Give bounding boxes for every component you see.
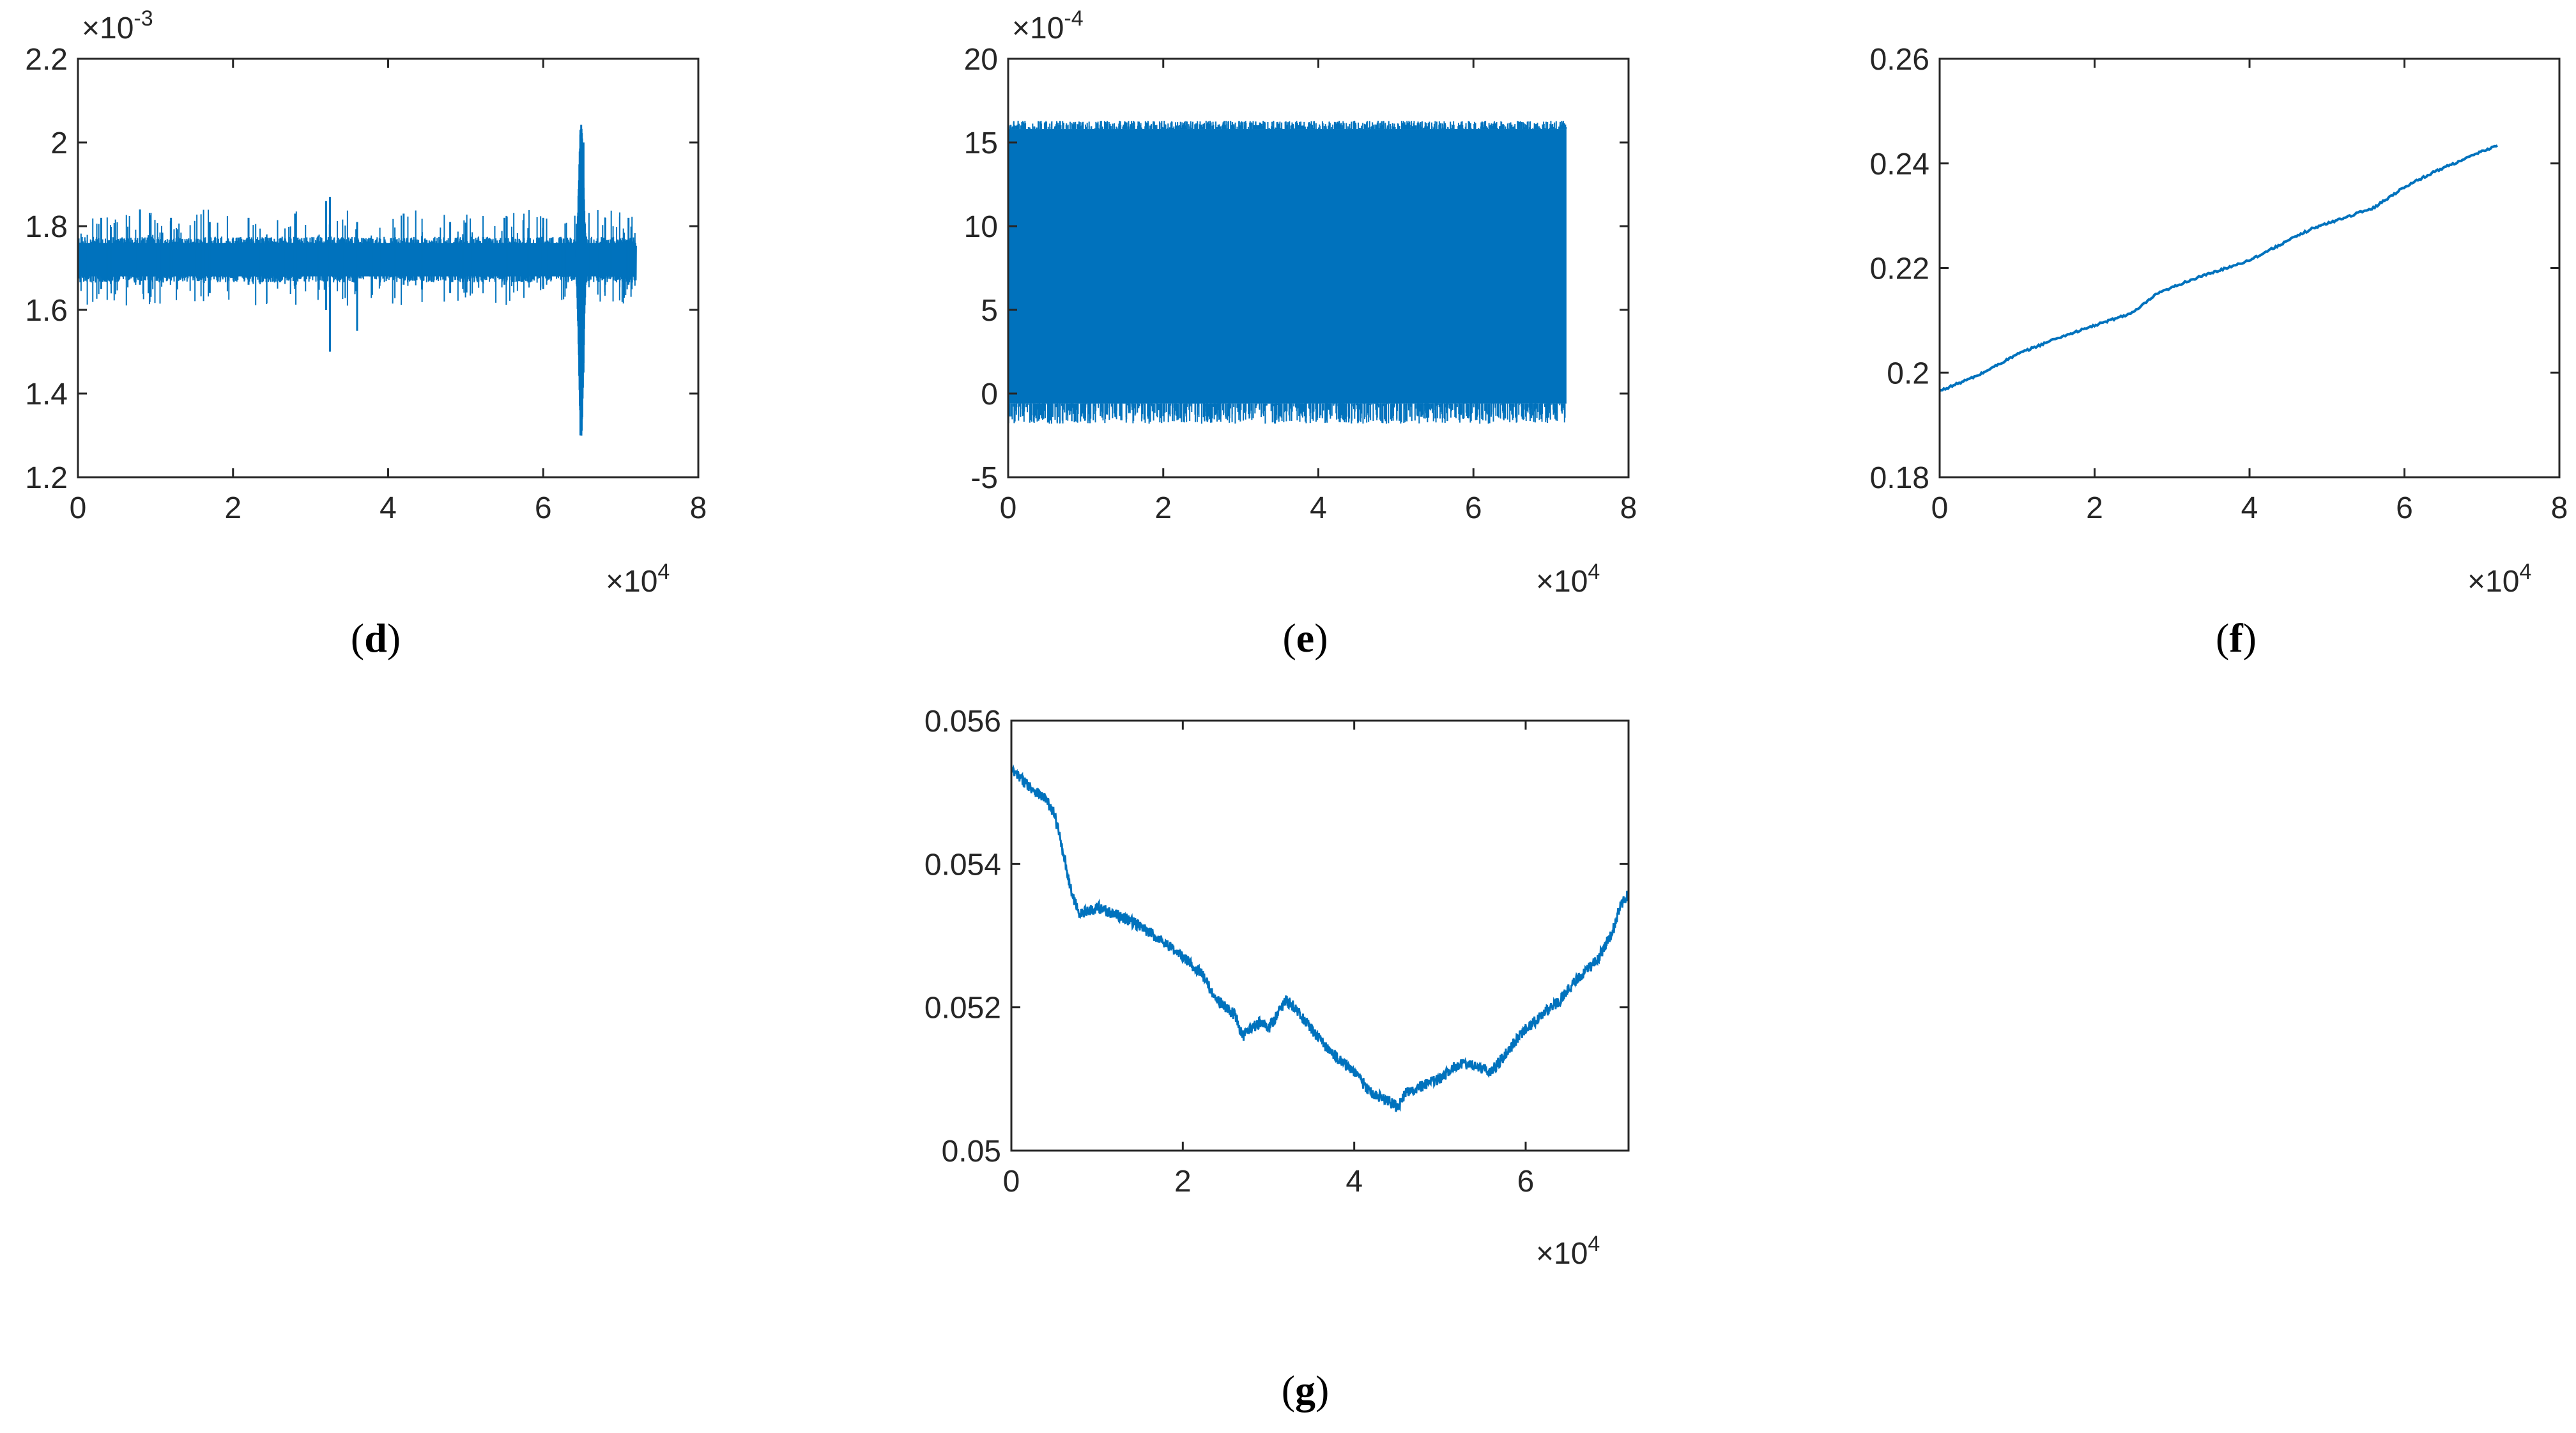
panel-g-y-tick-label: 0.05 [942, 1135, 1001, 1169]
panel-d-y-tick-label: 1.2 [25, 461, 68, 495]
panel-f-x-tick-label: 4 [2241, 491, 2258, 525]
panel-e-x-tick-label: 0 [1000, 491, 1017, 525]
panel-d-y-tick-label: 1.4 [25, 378, 68, 411]
panel-f-plot-area [1940, 144, 2498, 392]
panel-g-axes-box [1010, 719, 1630, 1152]
panel-d-y-tick-label: 2 [50, 126, 68, 160]
panel-d-x-exponent: ×104 [606, 560, 670, 599]
panel-e-y-tick-label: 15 [964, 126, 998, 160]
panel-d-y-exponent: ×10-3 [82, 6, 153, 45]
panel-e-x-tick-label: 6 [1465, 491, 1482, 525]
panel-d-burst [575, 125, 587, 436]
panel-f-series-line [1940, 144, 2498, 392]
panel-g-x-tick-label: 4 [1346, 1165, 1363, 1199]
panel-e-x-exponent: ×104 [1536, 560, 1600, 599]
panel-e-plot-area [1008, 120, 1567, 424]
panel-g-y-ticks: 0.05 0.052 0.054 0.056 [924, 705, 1629, 1169]
panel-f-x-tick-label: 8 [2551, 491, 2568, 525]
panel-f-y-tick-label: 0.2 [1887, 356, 1929, 390]
panel-g-x-exponent: ×104 [1536, 1232, 1600, 1271]
panel-f-y-tick-label: 0.24 [1870, 148, 1929, 181]
panel-d-y-tick-label: 2.2 [25, 43, 68, 77]
panel-g-y-tick-label: 0.056 [924, 705, 1001, 739]
panel-g-plot-area [1011, 764, 1629, 1112]
panel-f-x-ticks: 0 2 4 6 8 [1931, 59, 2568, 525]
panel-e-y-exponent: ×10-4 [1012, 6, 1084, 45]
panel-d-x-tick-label: 6 [535, 491, 552, 525]
panel-f-x-tick-label: 0 [1931, 491, 1949, 525]
panel-d-y-tick-label: 1.8 [25, 210, 68, 244]
panel-g-x-tick-label: 2 [1174, 1165, 1192, 1199]
panel-e-y-ticks: -5 0 5 10 15 20 [964, 43, 1629, 495]
panel-d-chart: 0 2 4 6 8 1.2 1.4 1.6 1.8 2 2.2 ×10-3 ×104 (d) [25, 6, 707, 661]
panel-e-series-band [1008, 129, 1567, 404]
panel-d-x-tick-label: 4 [379, 491, 397, 525]
panel-f-axes-box [1938, 57, 2561, 479]
panel-d-x-tick-label: 0 [70, 491, 87, 525]
panel-e-x-tick-label: 2 [1154, 491, 1172, 525]
panel-g-label: (g) [1282, 1367, 1330, 1413]
panel-d-x-tick-label: 2 [224, 491, 241, 525]
panel-f-y-tick-label: 0.18 [1870, 461, 1929, 495]
panel-g-y-tick-label: 0.054 [924, 848, 1001, 882]
panel-e-x-tick-label: 4 [1310, 491, 1327, 525]
panel-e-y-tick-label: -5 [970, 461, 998, 495]
panel-f-y-ticks: 0.18 0.2 0.22 0.24 0.26 [1870, 43, 2559, 495]
panel-f-chart: 0 2 4 6 8 0.18 0.2 0.22 0.24 0.26 ×104 (f) [1870, 43, 2568, 661]
panel-d-plot-area [78, 125, 637, 436]
panel-f-x-tick-label: 6 [2396, 491, 2413, 525]
panel-d-y-tick-label: 1.6 [25, 294, 68, 328]
panel-e-x-ticks: 0 2 4 6 8 [1000, 59, 1637, 525]
panel-f-y-tick-label: 0.26 [1870, 43, 1929, 77]
panel-e-y-tick-label: 20 [964, 43, 998, 77]
panel-e-y-tick-label: 5 [981, 294, 998, 328]
panel-e-y-tick-label: 10 [964, 210, 998, 244]
panel-g-series-line [1011, 764, 1629, 1112]
panel-f-x-tick-label: 2 [2086, 491, 2103, 525]
panel-g-x-tick-label: 0 [1003, 1165, 1020, 1199]
panel-e-y-tick-label: 0 [981, 378, 998, 411]
panel-d-x-ticks: 0 2 4 6 8 [70, 59, 707, 525]
panel-g-chart: 0 2 4 6 0.05 0.052 0.054 0.056 ×104 (g) [924, 705, 1630, 1413]
panel-d-y-ticks: 1.2 1.4 1.6 1.8 2 2.2 [25, 43, 698, 495]
panel-g-x-tick-label: 6 [1517, 1165, 1535, 1199]
panel-f-y-tick-label: 0.22 [1870, 252, 1929, 286]
panel-e-x-tick-label: 8 [1620, 491, 1637, 525]
panel-e-label: (e) [1282, 615, 1328, 661]
panel-g-x-ticks: 0 2 4 6 [1003, 721, 1535, 1199]
panel-g-y-tick-label: 0.052 [924, 992, 1001, 1025]
panel-f-label: (f) [2216, 615, 2257, 661]
panel-d-label: (d) [351, 615, 401, 661]
panel-f-x-exponent: ×104 [2467, 560, 2531, 599]
panel-d-x-tick-label: 8 [690, 491, 707, 525]
